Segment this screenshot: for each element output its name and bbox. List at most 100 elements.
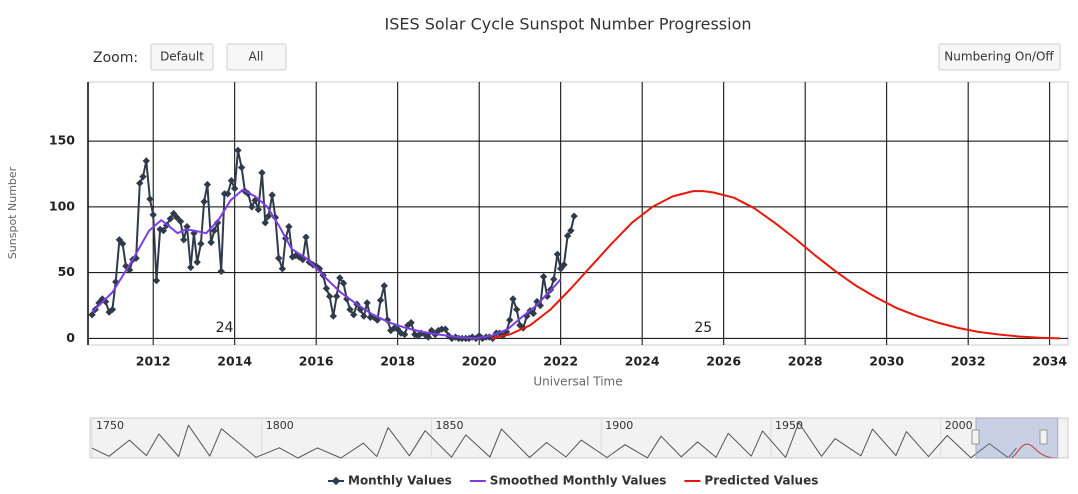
marker	[339, 279, 348, 287]
default-button[interactable]: Default	[150, 43, 214, 71]
series-line	[91, 188, 562, 340]
marker	[424, 333, 432, 341]
navigator-tick-label: 1800	[266, 419, 294, 432]
x-tick-label: 2020	[462, 354, 497, 369]
legend-marker	[331, 476, 341, 486]
marker	[560, 261, 568, 269]
marker	[400, 330, 409, 339]
marker	[203, 180, 212, 189]
all-button[interactable]: All	[226, 43, 287, 71]
marker	[329, 312, 337, 320]
marker	[261, 219, 269, 227]
marker	[506, 316, 514, 324]
y-axis-label: Sunspot Number	[6, 166, 19, 259]
button-frame[interactable]	[938, 43, 1061, 71]
marker	[302, 233, 310, 241]
marker	[227, 176, 236, 185]
x-tick-label: 2018	[380, 354, 415, 369]
marker	[149, 211, 157, 219]
legend-label[interactable]: Monthly Values	[348, 474, 452, 488]
legend-label[interactable]: Predicted Values	[704, 474, 818, 488]
marker	[553, 250, 562, 258]
navigator-tick-label: 2000	[945, 419, 973, 432]
navigator-predicted-line	[1009, 443, 1058, 459]
marker	[360, 312, 368, 320]
marker	[325, 292, 334, 301]
x-tick-label: 2030	[869, 354, 904, 369]
marker	[231, 184, 239, 193]
marker	[336, 274, 344, 282]
marker	[187, 263, 195, 272]
annotation: 24	[216, 320, 234, 336]
marker	[248, 203, 256, 211]
legend-label[interactable]: Smoothed Monthly Values	[490, 474, 667, 488]
marker	[207, 238, 215, 247]
navigator-tick-label: 1850	[436, 419, 464, 432]
navigator-handle[interactable]	[971, 429, 980, 445]
marker	[350, 311, 358, 319]
button-frame[interactable]	[226, 43, 287, 71]
marker	[550, 275, 558, 283]
marker	[441, 325, 450, 333]
x-tick-label: 2024	[625, 354, 660, 369]
marker	[512, 305, 521, 314]
x-tick-label: 2014	[217, 354, 252, 369]
marker	[213, 219, 222, 227]
navigator-handle[interactable]	[1039, 429, 1048, 445]
x-tick-label: 2028	[788, 354, 823, 369]
marker	[166, 215, 174, 223]
navigator-frame	[89, 417, 1069, 459]
marker	[264, 212, 273, 220]
marker	[275, 254, 283, 262]
button-label[interactable]: All	[249, 50, 264, 64]
numbering-button[interactable]: Numbering On/Off	[938, 43, 1061, 71]
marker	[136, 179, 144, 187]
marker	[197, 240, 205, 248]
marker	[200, 197, 208, 206]
marker	[173, 213, 181, 222]
x-tick-label: 2032	[951, 354, 986, 369]
button-label[interactable]: Default	[160, 50, 204, 64]
zoom-label: Zoom:	[93, 50, 138, 66]
chart-title: ISES Solar Cycle Sunspot Number Progress…	[385, 15, 752, 34]
x-axis-label: Universal Time	[533, 375, 622, 389]
navigator-tick-label: 1750	[96, 419, 124, 432]
marker	[88, 311, 96, 319]
button-frame[interactable]	[150, 43, 214, 71]
x-tick-label: 2026	[706, 354, 741, 369]
y-tick-label: 100	[49, 198, 75, 213]
series-line	[91, 149, 576, 340]
x-tick-label: 2034	[1032, 354, 1067, 369]
marker	[407, 318, 415, 327]
navigator-tick-label: 1950	[775, 419, 803, 432]
marker	[258, 169, 266, 177]
marker	[237, 163, 246, 172]
marker	[376, 296, 385, 304]
series-line	[491, 190, 1060, 340]
marker	[139, 173, 147, 181]
x-tick-label: 2012	[136, 354, 171, 369]
marker	[268, 191, 276, 199]
marker	[180, 236, 188, 244]
marker	[278, 265, 287, 273]
marker	[539, 272, 548, 281]
x-tick-label: 2022	[543, 354, 578, 369]
marker	[108, 305, 117, 314]
marker	[363, 299, 371, 307]
marker	[146, 195, 154, 203]
marker	[567, 226, 575, 235]
marker	[142, 157, 150, 165]
marker	[346, 305, 354, 314]
marker	[285, 222, 293, 231]
marker	[193, 258, 201, 266]
x-tick-label: 2016	[299, 354, 334, 369]
navigator-line	[91, 422, 1017, 459]
marker	[322, 284, 331, 293]
button-label[interactable]: Numbering On/Off	[944, 50, 1054, 64]
y-tick-label: 150	[49, 133, 75, 148]
marker	[217, 267, 225, 276]
marker	[234, 146, 242, 155]
marker	[380, 282, 388, 290]
marker	[332, 292, 341, 301]
